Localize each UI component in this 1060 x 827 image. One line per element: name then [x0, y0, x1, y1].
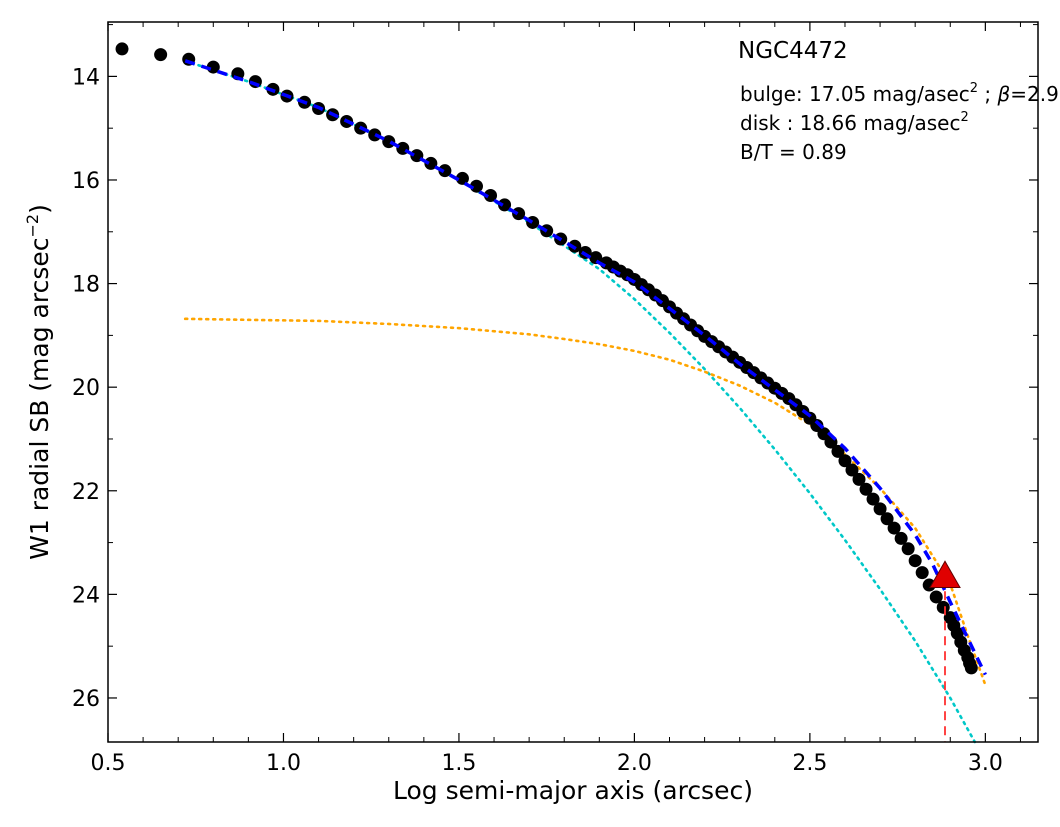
x-tick-label: 1.0	[266, 751, 301, 776]
data-point	[922, 578, 936, 592]
data-point	[929, 590, 943, 604]
data-point	[866, 492, 880, 506]
bt-annotation: B/T = 0.89	[740, 140, 847, 164]
y-tick-label: 26	[72, 687, 100, 712]
x-axis-label: Log semi-major axis (arcsec)	[393, 776, 753, 805]
data-point	[484, 189, 498, 203]
data-point	[424, 156, 438, 170]
x-tick-label: 1.5	[441, 751, 476, 776]
chart-title: NGC4472	[738, 38, 848, 64]
x-tick-label: 2.5	[792, 751, 827, 776]
y-axis-label: W1 radial SB (mag arcsec−2)	[23, 204, 54, 560]
plot-frame	[107, 21, 1039, 743]
x-tick-label: 0.5	[91, 751, 126, 776]
y-tick-label: 16	[72, 169, 100, 194]
bulge-annotation: bulge: 17.05 mag/asec2 ; β=2.9	[740, 81, 1059, 106]
data-point	[964, 661, 978, 675]
data-point	[901, 542, 915, 556]
data-point	[908, 554, 922, 568]
limit-marker-group	[929, 560, 961, 742]
data-point	[859, 482, 873, 496]
data-point	[498, 198, 512, 212]
disk-annotation: disk : 18.66 mag/asec2	[740, 110, 969, 135]
data-point	[838, 454, 852, 468]
axis-ticks: 0.5 1.0 1.5 2.0 2.5 3.0 14 16 18 20 22 24 26	[72, 22, 1038, 776]
data-point	[512, 207, 526, 221]
data-point	[845, 463, 859, 477]
data-point	[887, 521, 901, 535]
data-point	[154, 48, 168, 62]
y-tick-label: 22	[72, 480, 100, 505]
data-point	[880, 512, 894, 526]
data-point	[852, 472, 866, 486]
y-tick-label: 18	[72, 273, 100, 298]
data-point	[115, 42, 129, 56]
data-point	[936, 600, 950, 614]
data-point	[831, 444, 845, 458]
y-tick-label: 14	[72, 65, 100, 90]
x-tick-label: 2.0	[617, 751, 652, 776]
limit-triangle-marker	[929, 560, 961, 588]
data-point	[438, 164, 452, 178]
data-point	[455, 171, 469, 185]
data-point	[368, 128, 382, 142]
disk-curve	[183, 317, 987, 687]
data-point	[894, 531, 908, 545]
data-point	[873, 502, 887, 516]
data-point	[469, 179, 483, 193]
x-tick-label: 3.0	[968, 751, 1003, 776]
y-tick-label: 24	[72, 583, 100, 608]
plot-background	[108, 22, 1038, 742]
data-point	[915, 566, 929, 580]
total-fit-curve	[184, 59, 987, 676]
y-tick-label: 20	[72, 376, 100, 401]
